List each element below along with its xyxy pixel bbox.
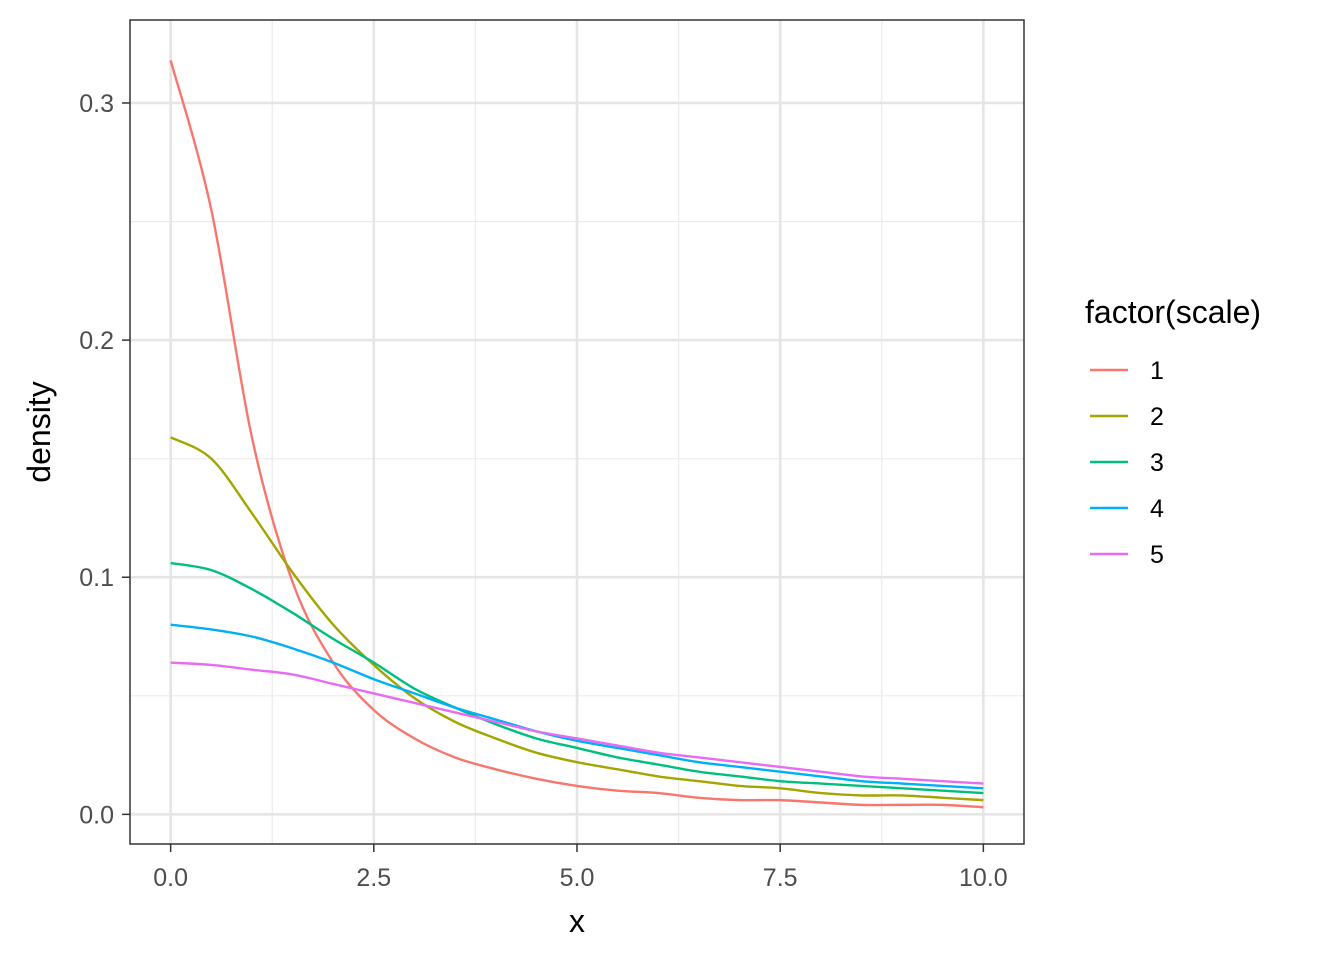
x-tick-label: 7.5: [763, 864, 798, 892]
legend-label-2: 2: [1150, 403, 1164, 431]
x-axis-title: x: [569, 903, 585, 939]
legend: factor(scale) 1 2 3 4 5: [1085, 294, 1261, 569]
legend-label-3: 3: [1150, 449, 1164, 477]
y-tick-label: 0.3: [79, 90, 114, 118]
series-line-4: [170, 623, 984, 790]
series-line-1: [169, 59, 984, 809]
major-gridlines: [130, 20, 1024, 844]
x-tick-label: 2.5: [356, 864, 391, 892]
y-tick-label: 0.2: [79, 327, 114, 355]
series-line-3: [170, 561, 984, 795]
x-tick-label: 10.0: [959, 864, 1008, 892]
legend-label-5: 5: [1150, 541, 1164, 569]
x-axis: 0.0 2.5 5.0 7.5 10.0: [153, 844, 1008, 892]
series-line-2: [170, 436, 984, 802]
series-line-5: [170, 661, 984, 785]
y-tick-label: 0.1: [79, 564, 114, 592]
legend-label-4: 4: [1150, 495, 1164, 523]
series-lines: [169, 59, 984, 809]
x-tick-label: 0.0: [153, 864, 188, 892]
x-tick-label: 5.0: [560, 864, 595, 892]
legend-title: factor(scale): [1085, 294, 1261, 330]
y-tick-label: 0.0: [79, 801, 114, 829]
y-axis-title: density: [21, 381, 57, 482]
y-axis: 0.0 0.1 0.2 0.3: [79, 90, 130, 829]
legend-label-1: 1: [1150, 357, 1164, 385]
